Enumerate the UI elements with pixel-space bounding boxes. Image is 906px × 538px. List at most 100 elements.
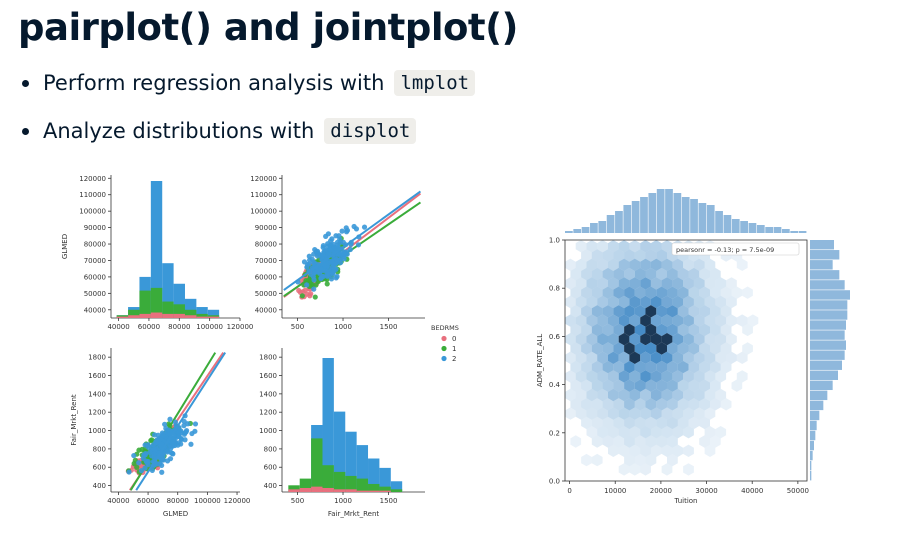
hexbin-y-tick-label: 0.2 xyxy=(549,429,560,437)
glmed-hist-bar-2 xyxy=(196,307,208,318)
rent-glmed-point-2 xyxy=(333,266,339,272)
hexbin-y-tick-label: 0.8 xyxy=(549,285,560,293)
glmed-rent-point-2 xyxy=(152,432,158,438)
hexbin-cell xyxy=(581,323,592,337)
hexbin-cell xyxy=(624,435,635,448)
glmed-rent-point-2 xyxy=(160,431,166,438)
hexbin-cell xyxy=(586,407,598,420)
rent-glmed-point-2 xyxy=(304,282,310,288)
hexbin-cell xyxy=(645,360,657,374)
hexbin-cell xyxy=(699,435,710,448)
glmed-rent-point-2 xyxy=(150,442,157,448)
page-title: pairplot() and jointplot() xyxy=(18,6,518,49)
hexbin-cell xyxy=(618,388,630,402)
hexbin-cell xyxy=(591,267,603,281)
hexbin-cell xyxy=(624,342,635,355)
marginal-y-bar xyxy=(810,470,812,481)
rent-glmed-point-2 xyxy=(309,256,315,262)
rent-glmed-point-2 xyxy=(318,266,324,272)
pearson-annotation-box xyxy=(671,242,800,256)
hexbin-cell xyxy=(597,351,608,364)
hexbin-cell xyxy=(683,277,694,290)
hexbin-cell xyxy=(570,398,582,411)
hexbin-cell xyxy=(608,407,619,420)
hexbin-cell xyxy=(618,426,630,439)
rent-glmed-point-2 xyxy=(304,262,311,268)
hexbin-cell xyxy=(726,314,737,327)
hexbin-cell xyxy=(736,351,748,364)
hexbin-cell xyxy=(699,286,710,299)
hexbin-cell xyxy=(688,398,700,411)
hexbin-cell xyxy=(624,305,635,318)
hexbin-cell xyxy=(640,426,651,439)
hexbin-cell xyxy=(667,360,678,374)
hexbin-cell xyxy=(608,351,619,364)
rent-glmed-y-tick-label: 120000 xyxy=(250,175,277,183)
hexbin-cell xyxy=(602,249,614,262)
marginal-x-bar xyxy=(640,197,648,233)
rent-hist-bar-1 xyxy=(345,475,357,492)
hexbin-cell xyxy=(634,249,646,262)
hexbin-cell xyxy=(656,249,667,262)
hexbin-cell xyxy=(704,426,716,439)
hexbin-cell xyxy=(634,379,646,392)
bullet-displot: Analyze distributions with displot xyxy=(22,118,417,144)
hexbin-cell xyxy=(715,351,727,364)
hexbin-cell xyxy=(640,333,651,346)
hexbin-cell xyxy=(683,295,694,309)
marginal-y-bar xyxy=(810,320,846,330)
hexbin-cell xyxy=(629,351,641,364)
hexbin-cell xyxy=(704,333,716,346)
hexbin-cell xyxy=(677,286,689,299)
glmed-rent-point-2 xyxy=(151,447,158,453)
hexbin-cell xyxy=(640,277,651,290)
hexbin-cell xyxy=(645,323,657,337)
hexbin-cell xyxy=(618,314,630,327)
glmed-hist-bar-0 xyxy=(173,313,185,318)
rent-hist-bar-0 xyxy=(299,487,312,492)
rent-glmed-y-tick-label: 50000 xyxy=(255,290,277,298)
hexbin-cell xyxy=(608,444,619,457)
hexbin-cell xyxy=(650,314,662,327)
hexbin-cell xyxy=(640,407,651,420)
hexbin-cell xyxy=(672,388,684,402)
hexbin-cell xyxy=(608,295,619,309)
legend-marker-1 xyxy=(441,345,447,352)
glmed-hist-y-tick-label: 120000 xyxy=(79,175,106,183)
hexbin-cell xyxy=(677,398,689,411)
hexbin-cell xyxy=(720,323,732,337)
hexbin-cell xyxy=(613,416,625,430)
hexbin-cell xyxy=(720,398,732,411)
hexbin-cell xyxy=(629,407,641,420)
hexbin-cell xyxy=(720,286,732,299)
hexbin-cell xyxy=(634,323,646,337)
rent-hist-bar-0 xyxy=(322,487,334,492)
glmed-rent-point-2 xyxy=(167,416,173,422)
hexbin-cell xyxy=(602,305,614,318)
rent-hist-bar-1 xyxy=(333,471,346,492)
marginal-y-bar xyxy=(810,270,840,280)
rent-hist-bar-0 xyxy=(345,489,357,492)
hexbin-cell xyxy=(726,277,737,290)
glmed-hist-y-tick-label: 80000 xyxy=(84,241,106,249)
glmed-hist-x-tick-label: 120000 xyxy=(227,323,254,331)
rent-glmed-point-2 xyxy=(312,269,318,275)
glmed-rent-point-2 xyxy=(145,442,151,448)
glmed-rent-point-1 xyxy=(136,447,142,453)
hexbin-cell xyxy=(608,314,619,327)
glmed-rent-regression-line-2 xyxy=(135,352,227,491)
hexbin-cell xyxy=(645,267,657,281)
rent-hist-bar-1 xyxy=(288,485,300,492)
legend-title: BEDRMS xyxy=(431,324,459,332)
rent-glmed-point-2 xyxy=(320,242,327,249)
hexbin-cell xyxy=(586,277,598,290)
code-lmplot: lmplot xyxy=(394,70,476,96)
glmed-hist-bar-2 xyxy=(173,283,185,318)
hexbin-cell xyxy=(624,286,635,299)
hexbin-cell xyxy=(672,407,684,420)
hexbin-cell xyxy=(608,258,619,271)
marginal-y-bar xyxy=(810,370,838,380)
glmed-rent-x-tick-label: 80000 xyxy=(167,497,189,505)
hexbin-cell xyxy=(667,305,678,318)
